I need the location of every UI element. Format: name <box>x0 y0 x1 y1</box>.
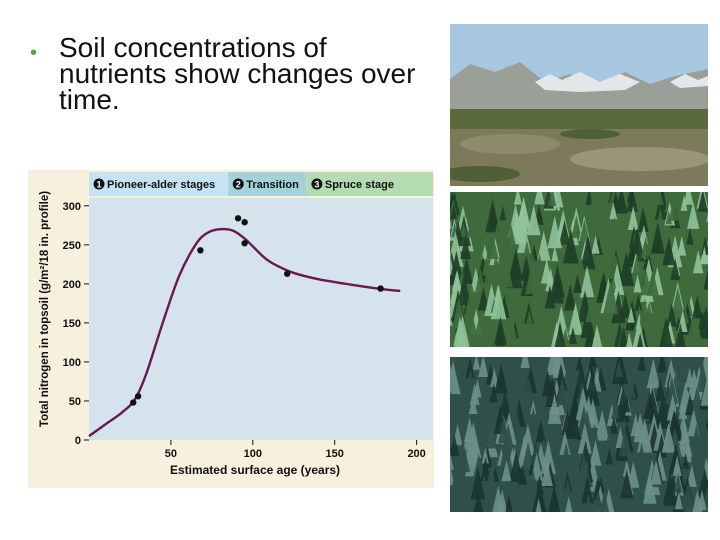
data-point <box>197 247 204 254</box>
pioneer-landscape-image <box>450 24 708 186</box>
x-tick-label: 150 <box>326 448 344 460</box>
stage-label-2: 2 Transition <box>232 178 299 191</box>
stage-number-badge <box>93 178 105 190</box>
x-axis-label: Estimated surface age (years) <box>170 463 340 477</box>
data-point <box>130 399 137 406</box>
x-tick-label: 100 <box>244 448 262 460</box>
stage-number-badge <box>232 178 244 190</box>
data-point <box>241 240 248 247</box>
y-tick-label: 100 <box>63 357 81 369</box>
data-point <box>234 215 242 222</box>
data-point <box>284 270 291 277</box>
x-tick-label: 200 <box>407 448 425 460</box>
transition-forest-image <box>450 192 708 347</box>
bullet-dot-icon: • <box>30 42 38 64</box>
stage-label-3: 3 Spruce stage <box>311 178 394 191</box>
y-tick-label: 200 <box>63 279 81 291</box>
x-tick-label: 50 <box>165 448 177 460</box>
spruce-forest-image <box>450 357 708 512</box>
y-tick-label: 50 <box>69 396 81 408</box>
stage-band-3 <box>306 172 433 196</box>
nitrogen-chart-panel: 1 Pioneer-alder stages 2 Transition 3 Spruce … <box>28 170 434 488</box>
pioneer-stage-photo <box>450 24 708 186</box>
stage-title: Pioneer-alder stages <box>107 179 215 191</box>
plot-area <box>89 198 433 440</box>
nitrogen-chart: 1 Pioneer-alder stages 2 Transition 3 Spruce … <box>39 172 433 477</box>
spruce-stage-photo <box>450 357 708 512</box>
stage-number: 1 <box>96 180 101 190</box>
y-tick-label: 150 <box>63 318 81 330</box>
y-tick-label: 250 <box>63 240 81 252</box>
stage-label-1: 1 Pioneer-alder stages <box>93 178 215 191</box>
stage-title: Spruce stage <box>325 179 394 191</box>
stage-number: 2 <box>236 180 241 190</box>
bullet-text: Soil concentrations of nutrients show ch… <box>59 32 416 115</box>
stage-band-1 <box>89 172 229 196</box>
stage-title: Transition <box>246 179 299 191</box>
y-tick-label: 0 <box>75 435 81 447</box>
stage-number: 3 <box>314 180 319 190</box>
data-point <box>134 393 142 400</box>
y-axis-label: Total nitrogen in topsoil (g/m²/18 in. p… <box>39 191 51 427</box>
data-point <box>241 219 248 226</box>
y-tick-label: 300 <box>63 201 81 213</box>
stage-number-badge <box>311 178 323 190</box>
transition-stage-photo <box>450 192 708 347</box>
data-point <box>377 285 384 292</box>
